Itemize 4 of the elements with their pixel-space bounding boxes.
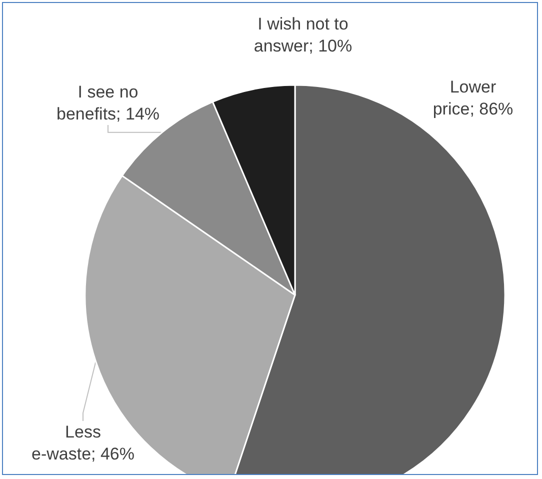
slice-label: I wish not to answer; 10%: [254, 14, 352, 56]
slice-label: Lower price; 86%: [432, 78, 514, 118]
slice-label: I see no benefits; 14%: [56, 82, 160, 124]
slice-label: Less e-waste; 46%: [32, 422, 134, 464]
